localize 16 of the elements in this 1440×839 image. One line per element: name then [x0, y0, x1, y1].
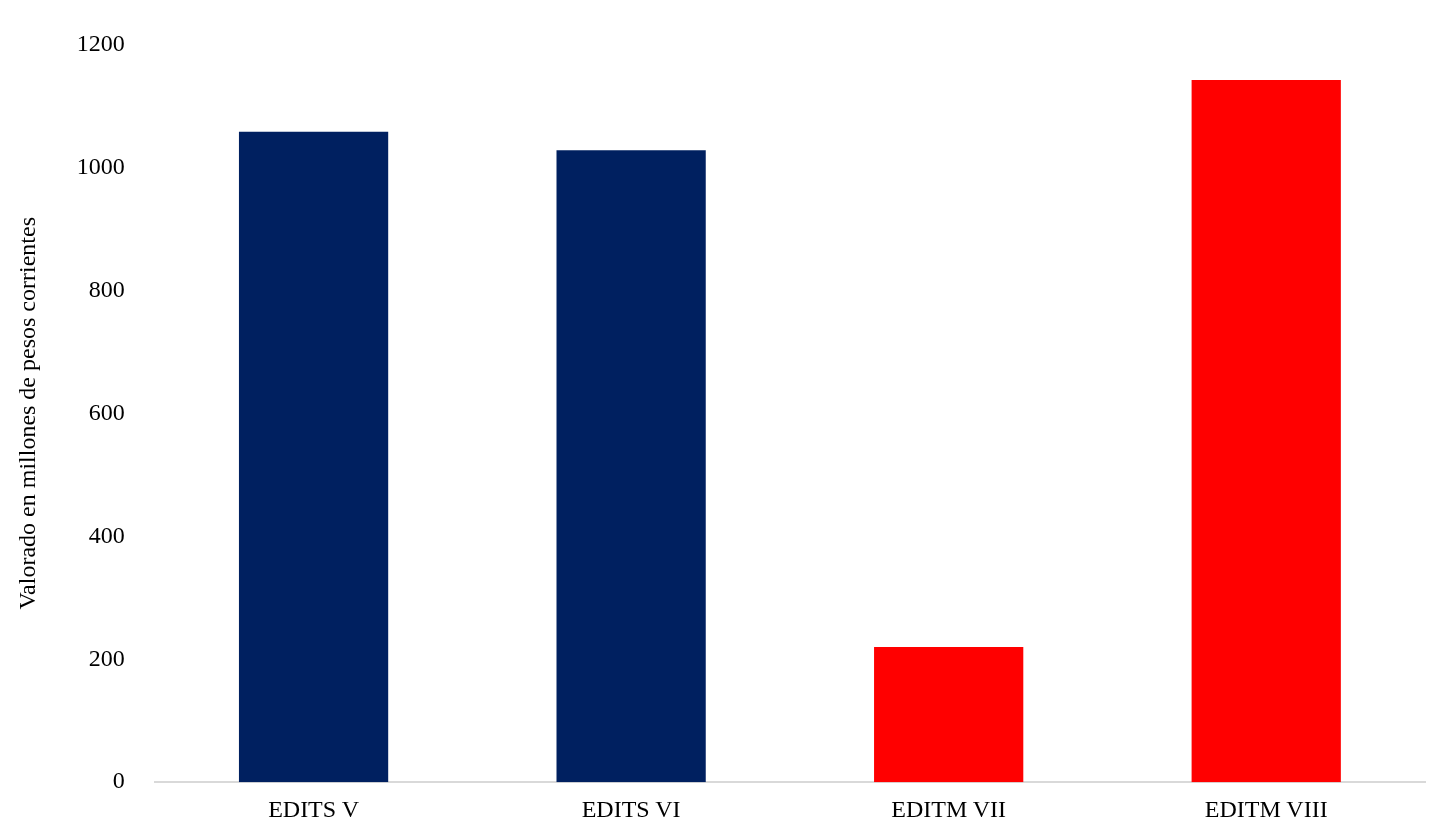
y-tick-label: 1000	[76, 152, 125, 179]
y-axis-title: Valorado en millones de pesos corrientes	[13, 217, 40, 610]
y-tick-label: 400	[88, 521, 125, 548]
y-tick-label: 0	[112, 767, 125, 794]
bar	[556, 150, 706, 783]
y-tick-label: 800	[88, 275, 125, 302]
x-tick-label: EDITS VI	[581, 795, 681, 822]
x-tick-label: EDITS V	[268, 795, 360, 822]
bar	[1191, 80, 1341, 783]
bar	[874, 646, 1024, 783]
x-tick-label: EDITM VII	[891, 795, 1007, 822]
y-tick-label: 600	[88, 398, 125, 425]
y-tick-label: 1200	[76, 29, 125, 56]
bar	[238, 131, 389, 783]
x-tick-label: EDITM VIII	[1204, 795, 1328, 822]
y-tick-label: 200	[88, 644, 125, 671]
